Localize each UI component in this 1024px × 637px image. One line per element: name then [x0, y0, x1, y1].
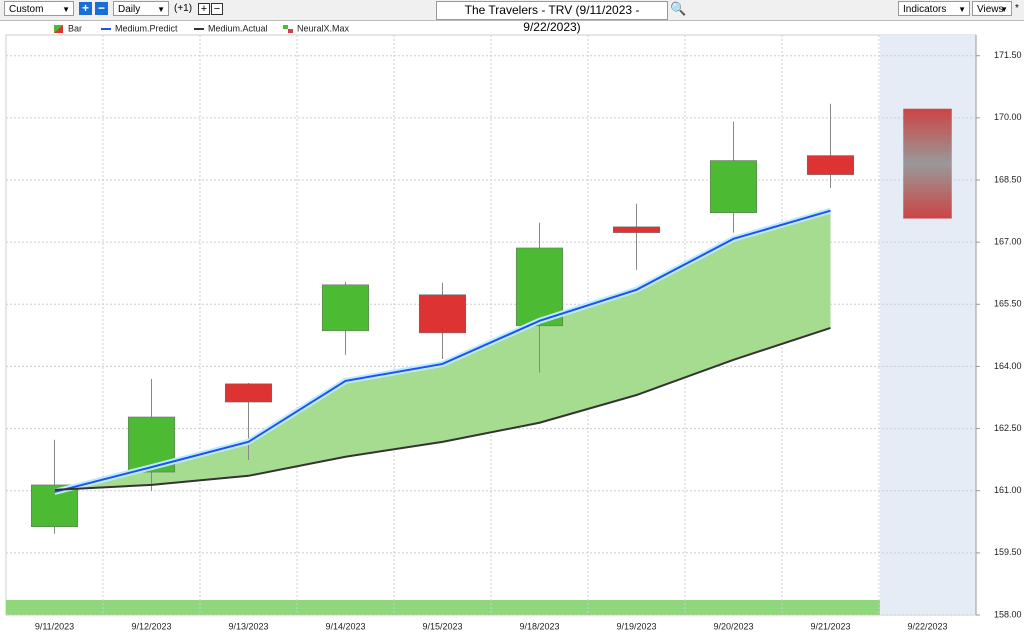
zoom-in[interactable]: +	[79, 2, 92, 15]
signal-strip	[6, 600, 880, 615]
candle-body	[709, 160, 758, 213]
candle-body	[321, 284, 370, 332]
chart-title[interactable]: The Travelers - TRV (9/11/2023 - 9/22/20…	[436, 1, 668, 34]
candle-body	[224, 383, 273, 403]
x-tick-label: 9/14/2023	[325, 621, 365, 631]
views-select[interactable]: Views	[972, 1, 1012, 17]
interval-select[interactable]: Daily	[113, 1, 169, 17]
x-tick-label: 9/12/2023	[131, 621, 171, 631]
toolbar: Custom + − Daily (+1) + − The Travelers …	[0, 0, 1024, 34]
indicators-select[interactable]: Indicators	[898, 1, 970, 17]
x-tick-label: 9/18/2023	[519, 621, 559, 631]
x-tick-label: 9/13/2023	[228, 621, 268, 631]
y-tick-label: 159.50	[994, 547, 1022, 557]
zoom-out[interactable]: −	[95, 2, 108, 15]
x-tick-label: 9/20/2023	[713, 621, 753, 631]
legend-label: NeuralX.Max	[297, 23, 350, 33]
spread-fill	[54, 210, 831, 492]
forecast-range	[903, 108, 952, 219]
period-select[interactable]: Custom	[4, 1, 74, 17]
offset-plus[interactable]: +	[198, 3, 210, 15]
legend-label: Medium.Actual	[208, 23, 268, 33]
legend-swatch	[288, 29, 293, 33]
y-tick-label: 162.50	[994, 423, 1022, 433]
x-tick-label: 9/15/2023	[422, 621, 462, 631]
candle-body	[418, 294, 467, 334]
y-tick-label: 165.50	[994, 299, 1022, 309]
x-tick-label: 9/22/2023	[907, 621, 947, 631]
y-tick-label: 171.50	[994, 50, 1022, 60]
candle-body	[806, 155, 855, 175]
y-tick-label: 161.00	[994, 485, 1022, 495]
y-tick-label: 167.00	[994, 237, 1022, 247]
search-icon[interactable]: 🔍	[670, 1, 687, 16]
y-tick-label: 170.00	[994, 112, 1022, 122]
legend-label: Bar	[68, 23, 82, 33]
candle-body	[612, 226, 661, 233]
line	[54, 209, 831, 493]
offset-minus[interactable]: −	[211, 3, 223, 15]
x-tick-label: 9/11/2023	[35, 621, 74, 631]
y-tick-label: 168.50	[994, 174, 1022, 184]
legend-swatch	[283, 25, 288, 29]
star: *	[1015, 3, 1019, 14]
y-tick-label: 164.00	[994, 361, 1022, 371]
offset-label: (+1)	[174, 3, 193, 14]
legend-label: Medium.Predict	[115, 23, 178, 33]
y-tick-label: 158.00	[994, 609, 1022, 619]
x-tick-label: 9/21/2023	[810, 621, 850, 631]
legend-swatch	[54, 25, 63, 33]
x-tick-label: 9/19/2023	[616, 621, 656, 631]
line	[54, 326, 831, 491]
